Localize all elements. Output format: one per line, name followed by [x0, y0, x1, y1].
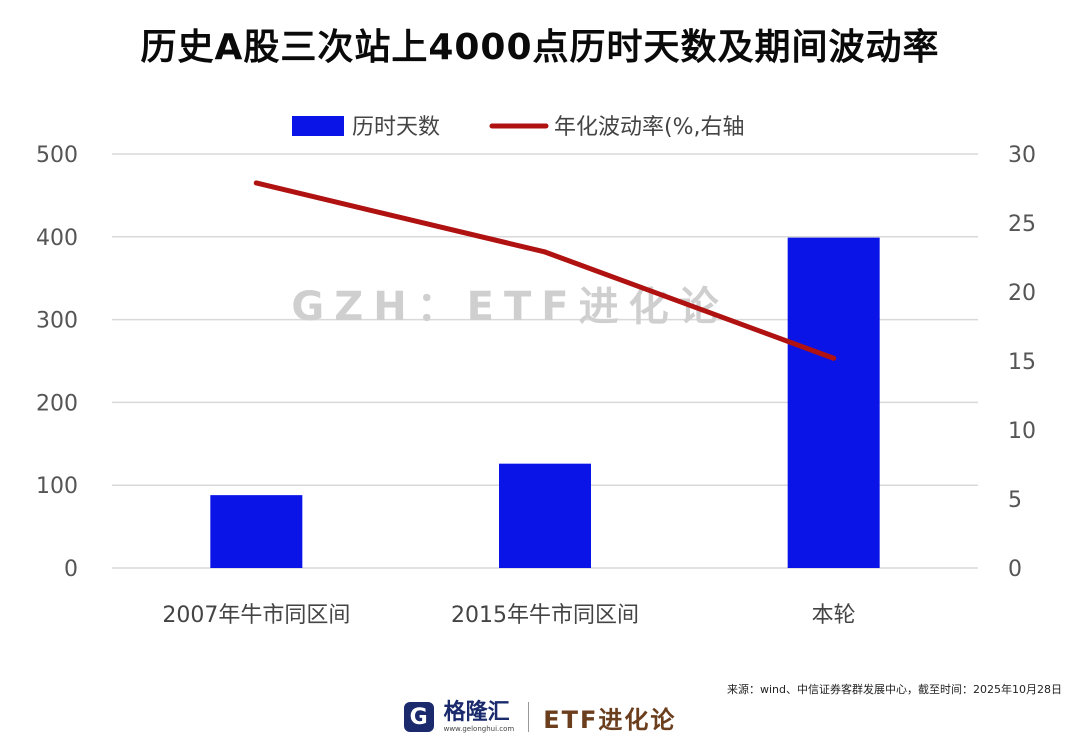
logo-block: 格隆汇 www.gelonghui.com — [443, 699, 515, 733]
watermark: GZH：ETF进化论 — [291, 284, 728, 330]
right-tick-label: 5 — [1008, 488, 1022, 513]
right-tick-label: 30 — [1008, 143, 1036, 168]
line-point — [542, 249, 548, 255]
footer-divider — [528, 702, 530, 732]
combo-chart: GZH：ETF进化论 0 100 200 300 400 500 0 5 10 15 20 25 30… — [36, 115, 1036, 628]
legend: 历时天数 年化波动率(%,右轴 — [292, 115, 744, 140]
source-note: 来源：wind、中信证券客群发展中心，截至时间：2025年10月28日 — [727, 683, 1062, 696]
logo-url: www.gelonghui.com — [443, 724, 515, 733]
left-axis-ticks: 0 100 200 300 400 500 — [36, 143, 78, 582]
left-tick-label: 200 — [36, 391, 78, 416]
bar — [210, 495, 303, 568]
right-tick-label: 10 — [1008, 419, 1036, 444]
gelonghui-logo-icon: G — [403, 702, 434, 732]
bars — [210, 237, 880, 569]
line-point — [831, 355, 837, 361]
right-tick-label: 0 — [1008, 557, 1022, 582]
line-series — [253, 180, 837, 361]
left-tick-label: 400 — [36, 226, 78, 251]
bar — [499, 463, 591, 568]
legend-swatch-bar — [292, 116, 344, 136]
right-axis-ticks: 0 5 10 15 20 25 30 — [1008, 143, 1036, 582]
x-tick-label: 本轮 — [812, 603, 856, 628]
left-tick-label: 0 — [64, 557, 78, 582]
left-tick-label: 500 — [36, 143, 78, 168]
legend-label-line: 年化波动率(%,右轴 — [554, 115, 744, 140]
bar — [787, 237, 880, 569]
left-tick-label: 100 — [36, 474, 78, 499]
x-tick-label: 2007年牛市同区间 — [162, 603, 350, 628]
right-tick-label: 15 — [1008, 350, 1036, 375]
brand-name: ETF进化论 — [543, 705, 677, 734]
chart-title: 历史A股三次站上4000点历时天数及期间波动率 — [140, 27, 940, 68]
right-tick-label: 20 — [1008, 281, 1036, 306]
x-axis-labels: 2007年牛市同区间 2015年牛市同区间 本轮 — [162, 603, 855, 628]
x-tick-label: 2015年牛市同区间 — [451, 603, 639, 628]
left-tick-label: 300 — [36, 309, 78, 334]
legend-label-bar: 历时天数 — [352, 115, 440, 140]
logo-text: 格隆汇 — [443, 699, 510, 725]
volatility-line — [253, 180, 837, 361]
right-tick-label: 25 — [1008, 212, 1036, 237]
footer: G 格隆汇 www.gelonghui.com ETF进化论 — [0, 694, 1080, 740]
line-point — [253, 180, 259, 186]
